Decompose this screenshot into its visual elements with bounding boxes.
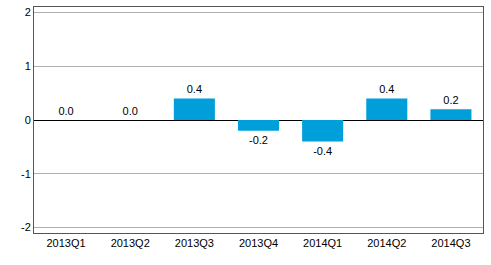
svg-text:2014Q2: 2014Q2 bbox=[367, 237, 406, 249]
svg-text:2013Q4: 2013Q4 bbox=[239, 237, 278, 249]
svg-text:-0.4: -0.4 bbox=[313, 145, 332, 157]
svg-text:0: 0 bbox=[25, 114, 31, 126]
svg-text:2014Q1: 2014Q1 bbox=[303, 237, 342, 249]
svg-text:-2: -2 bbox=[21, 221, 31, 233]
svg-text:2014Q3: 2014Q3 bbox=[431, 237, 470, 249]
svg-text:2013Q2: 2013Q2 bbox=[111, 237, 150, 249]
svg-text:0.4: 0.4 bbox=[379, 83, 394, 95]
svg-text:2: 2 bbox=[25, 6, 31, 18]
svg-text:0.0: 0.0 bbox=[58, 105, 73, 117]
svg-text:0.2: 0.2 bbox=[443, 94, 458, 106]
svg-text:0.0: 0.0 bbox=[123, 105, 138, 117]
svg-text:2013Q3: 2013Q3 bbox=[175, 237, 214, 249]
svg-text:2013Q1: 2013Q1 bbox=[46, 237, 85, 249]
svg-text:-1: -1 bbox=[21, 168, 31, 180]
svg-text:-0.2: -0.2 bbox=[249, 134, 268, 146]
svg-text:0.4: 0.4 bbox=[187, 83, 202, 95]
svg-text:1: 1 bbox=[25, 60, 31, 72]
